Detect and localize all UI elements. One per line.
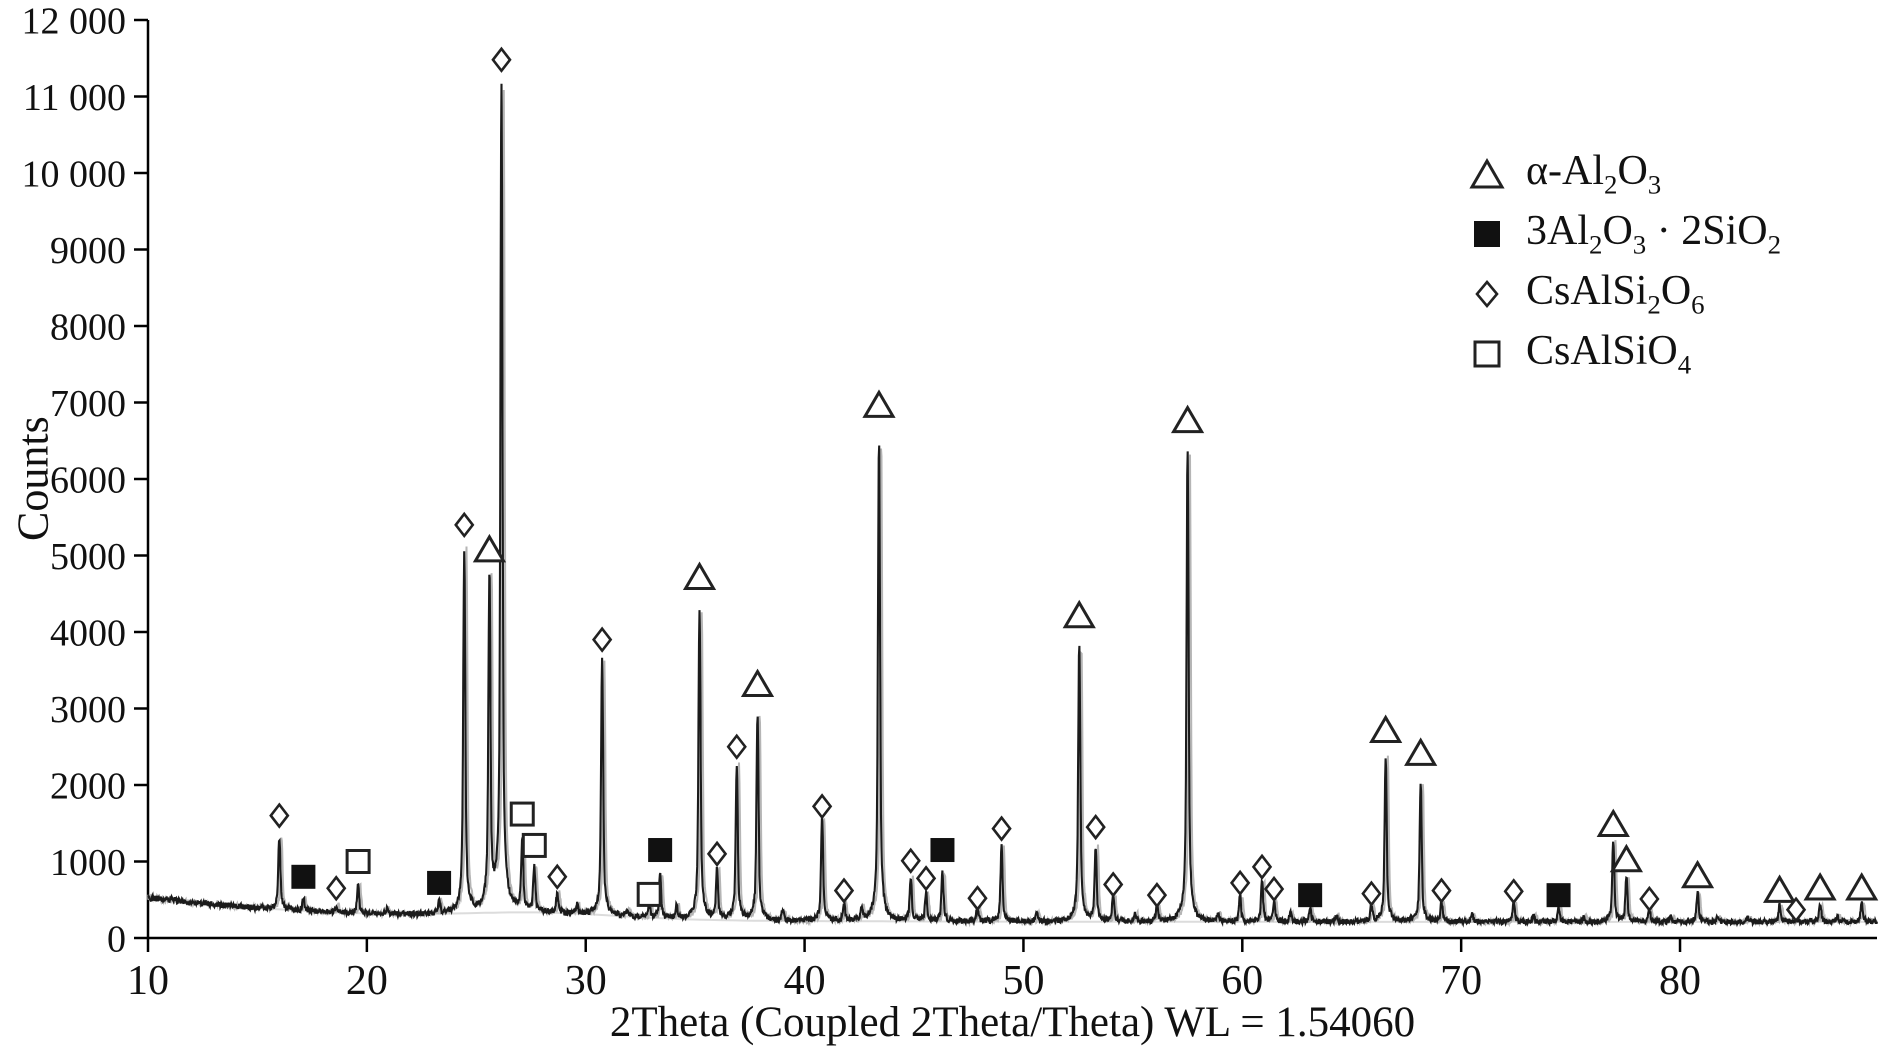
y-tick-label: 9000 xyxy=(50,230,126,272)
peak-marker-csalsi2o6-icon xyxy=(811,793,833,820)
x-tick-label: 60 xyxy=(1221,958,1263,1004)
x-tick-label: 40 xyxy=(784,958,826,1004)
peak-marker-csalsi2o6-icon xyxy=(915,865,937,892)
peak-marker-csalsi2o6-icon xyxy=(1229,869,1251,897)
peak-marker-3al2o3-2sio2-icon xyxy=(1298,883,1323,908)
legend: α-Al2O3 3Al2O3 · 2SiO2 CsAlSi2O6 CsAlSiO4 xyxy=(1468,148,1782,380)
peak-marker-3al2o3-2sio2-icon xyxy=(291,864,316,889)
x-tick-label: 80 xyxy=(1659,958,1701,1004)
y-tick-label: 10 000 xyxy=(22,153,127,195)
peak-marker-csalsi2o6-icon xyxy=(547,863,568,890)
x-axis-title: 2Theta (Coupled 2Theta/Theta) WL = 1.540… xyxy=(609,999,1416,1046)
peak-marker-csalsi2o6-icon xyxy=(269,802,290,829)
peak-marker-csalsi2o6-icon xyxy=(991,815,1012,842)
x-tick-label: 70 xyxy=(1440,958,1482,1004)
diamond-open-icon xyxy=(1468,277,1506,311)
x-tick-label: 30 xyxy=(565,958,607,1004)
peak-marker-3al2o3-2sio2-icon xyxy=(427,870,452,895)
peak-marker-csalsi2o6-icon xyxy=(967,885,988,912)
peak-marker-alpha-al2o3-icon xyxy=(1845,872,1879,901)
peak-marker-3al2o3-2sio2-icon xyxy=(930,838,955,863)
y-tick-label: 2000 xyxy=(50,765,126,807)
y-tick-label: 0 xyxy=(107,918,126,960)
triangle-open-icon xyxy=(1468,157,1506,191)
y-tick-label: 7000 xyxy=(50,383,126,425)
legend-item-alpha-al2o3: α-Al2O3 xyxy=(1468,148,1781,200)
square-open-icon xyxy=(1468,337,1506,371)
peak-marker-csalsi2o6-icon xyxy=(326,875,347,902)
peak-marker-csalsi2o6-icon xyxy=(1263,875,1285,903)
peak-marker-3al2o3-2sio2-icon xyxy=(648,838,673,863)
peak-marker-csalsio4-icon xyxy=(636,881,662,907)
peak-marker-alpha-al2o3-icon xyxy=(1404,737,1438,766)
y-tick-label: 12 000 xyxy=(22,0,127,42)
peak-marker-csalsi2o6-icon xyxy=(1146,882,1168,909)
y-tick-label: 1000 xyxy=(50,842,126,884)
peak-marker-alpha-al2o3-icon xyxy=(682,561,717,590)
peak-marker-alpha-al2o3-icon xyxy=(1170,404,1205,434)
y-tick-label: 6000 xyxy=(50,459,126,501)
peak-marker-alpha-al2o3-icon xyxy=(472,533,507,563)
peak-marker-csalsi2o6-icon xyxy=(454,511,475,539)
peak-marker-csalsi2o6-icon xyxy=(1103,871,1124,898)
legend-filled-square-icon xyxy=(1474,221,1500,247)
peak-marker-alpha-al2o3-icon xyxy=(1762,874,1797,903)
peak-marker-csalsi2o6-icon xyxy=(833,877,855,904)
y-axis-title: Counts xyxy=(8,416,58,542)
peak-marker-alpha-al2o3-icon xyxy=(1596,808,1630,838)
legend-open-square-icon xyxy=(1473,340,1501,368)
x-tick-label: 50 xyxy=(1002,958,1044,1004)
peak-marker-alpha-al2o3-icon xyxy=(740,668,775,698)
peak-marker-csalsi2o6-icon xyxy=(1251,853,1273,880)
x-tick-label: 10 xyxy=(127,958,169,1004)
peak-marker-csalsi2o6-icon xyxy=(1785,896,1807,923)
peak-marker-alpha-al2o3-icon xyxy=(1680,859,1715,889)
peak-marker-csalsi2o6-icon xyxy=(706,840,728,867)
y-tick-label: 3000 xyxy=(50,689,126,731)
peak-marker-csalsi2o6-icon xyxy=(1639,885,1660,913)
y-tick-label: 5000 xyxy=(50,536,126,578)
peak-marker-csalsi2o6-icon xyxy=(491,46,512,73)
peak-marker-csalsi2o6-icon xyxy=(1431,877,1452,904)
legend-item-csalsio4: CsAlSiO4 xyxy=(1468,328,1781,380)
legend-label-alpha-al2o3: α-Al2O3 xyxy=(1526,148,1662,200)
peak-marker-3al2o3-2sio2-icon xyxy=(1546,883,1571,908)
legend-label-csalsi2o6: CsAlSi2O6 xyxy=(1526,268,1705,320)
peak-marker-alpha-al2o3-icon xyxy=(1609,843,1644,873)
peak-marker-csalsi2o6-icon xyxy=(1361,880,1382,907)
peak-marker-csalsi2o6-icon xyxy=(1085,813,1106,841)
peak-marker-alpha-al2o3-icon xyxy=(1369,714,1403,743)
peak-marker-csalsio4-icon xyxy=(509,801,535,827)
y-tick-label: 11 000 xyxy=(23,77,126,119)
legend-item-csalsi2o6: CsAlSi2O6 xyxy=(1468,268,1781,320)
y-tick-label: 4000 xyxy=(50,612,126,654)
y-tick-label: 8000 xyxy=(50,306,126,348)
x-tick-label: 20 xyxy=(346,958,388,1004)
legend-label-3al2o3-2sio2: 3Al2O3 · 2SiO2 xyxy=(1526,208,1782,260)
peak-marker-csalsio4-icon xyxy=(345,849,371,874)
trace-main xyxy=(147,83,1879,928)
peak-marker-csalsi2o6-icon xyxy=(726,733,747,760)
legend-triangle-icon xyxy=(1469,157,1505,189)
legend-label-csalsio4: CsAlSiO4 xyxy=(1526,328,1692,380)
peak-marker-csalsi2o6-icon xyxy=(591,626,613,653)
square-filled-icon xyxy=(1468,217,1506,251)
legend-item-3al2o3-2sio2: 3Al2O3 · 2SiO2 xyxy=(1468,208,1782,260)
peak-marker-alpha-al2o3-icon xyxy=(1803,872,1837,901)
legend-diamond-icon xyxy=(1475,279,1499,309)
peak-marker-alpha-al2o3-icon xyxy=(862,389,896,418)
peak-marker-csalsio4-icon xyxy=(521,832,547,858)
peak-marker-alpha-al2o3-icon xyxy=(1062,599,1096,629)
peak-marker-csalsi2o6-icon xyxy=(1503,878,1524,905)
peak-marker-csalsi2o6-icon xyxy=(900,847,921,874)
